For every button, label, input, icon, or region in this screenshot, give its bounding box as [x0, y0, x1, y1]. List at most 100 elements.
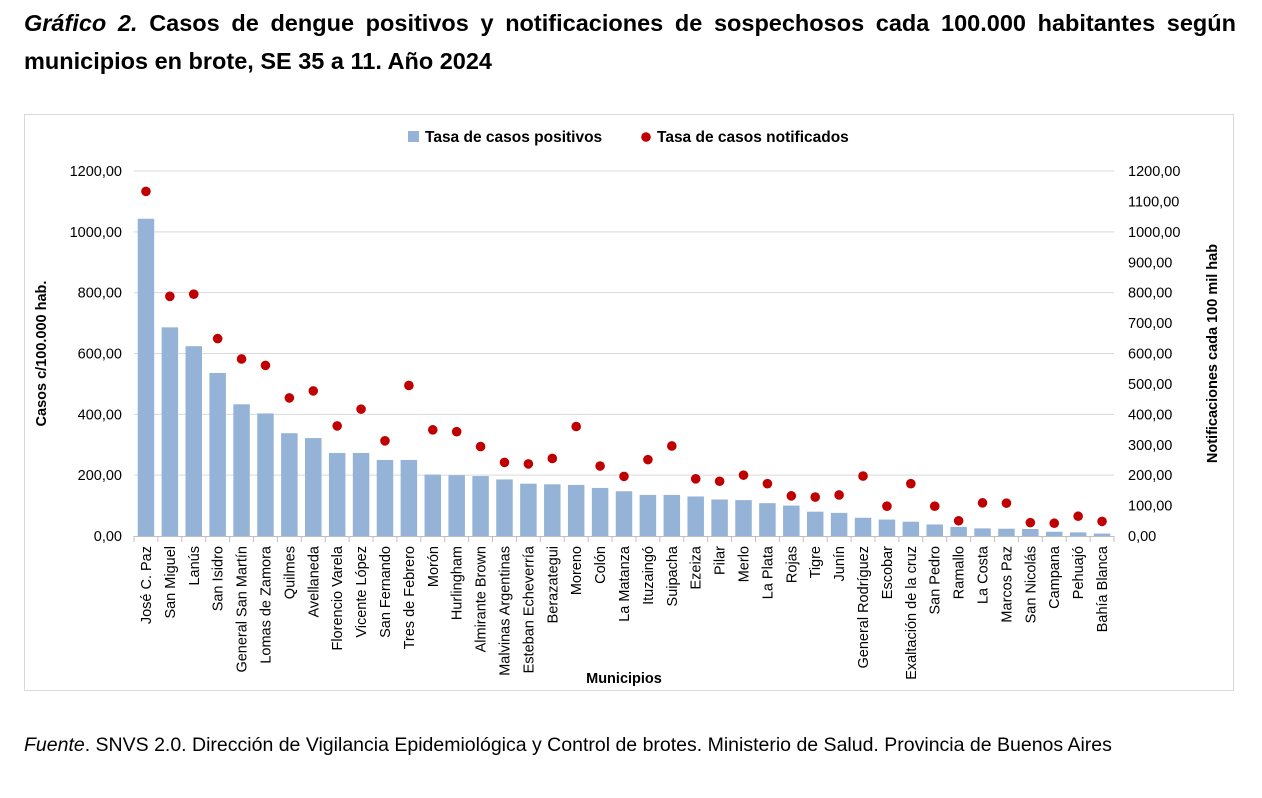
bar: [687, 496, 704, 536]
y-axis-title-right: Notificaciones cada 100 mil hab: [1205, 244, 1221, 463]
x-tick-label: Avellaneda: [306, 545, 322, 617]
y-tick-label-right: 400,00: [1128, 407, 1172, 423]
x-tick-label: Ramallo: [952, 546, 968, 599]
source-note: Fuente. SNVS 2.0. Dirección de Vigilanci…: [24, 734, 1112, 757]
x-tick-label: Exaltación de la cruz: [904, 546, 920, 680]
chart-title-lead: Gráfico 2.: [24, 10, 138, 36]
bar: [209, 372, 226, 536]
bar: [806, 511, 824, 536]
data-point: [260, 360, 271, 371]
y-tick-label-right: 0,00: [1128, 529, 1156, 545]
data-point: [523, 459, 534, 469]
x-tick-label: San Nicolás: [1023, 546, 1039, 623]
bar: [185, 346, 203, 536]
data-point: [499, 457, 510, 468]
data-point: [595, 461, 605, 471]
x-tick-label: Berazategui: [545, 546, 561, 623]
x-tick-label: Esteban Echeverría: [521, 545, 537, 673]
x-tick-label: Ituzaingó: [641, 546, 657, 605]
bar: [998, 528, 1015, 536]
data-point: [1001, 498, 1012, 508]
bar: [830, 512, 848, 536]
bar: [759, 503, 776, 536]
bar: [544, 484, 561, 536]
y-tick-label-right: 700,00: [1128, 316, 1172, 332]
bar: [472, 476, 489, 536]
x-tick-label: General Rodríguez: [856, 546, 872, 669]
bar: [878, 519, 896, 536]
bar: [400, 459, 418, 536]
bar: [137, 218, 155, 537]
x-tick-label: Bahía Blanca: [1095, 545, 1111, 632]
bar: [1045, 531, 1063, 536]
data-point: [427, 425, 438, 435]
y-tick-label-left: 400,00: [78, 407, 122, 423]
grid-lines: [134, 170, 1114, 476]
axes: 0,00 200,00 400,00 600,00 800,00 1000,00 1200,…: [34, 164, 1221, 687]
x-tick-label: Rojas: [784, 546, 800, 583]
chart: 0,00 200,00 400,00 600,00 800,00 1000,00 1200,…: [34, 129, 1221, 687]
y-tick-label-right: 900,00: [1128, 255, 1172, 271]
x-tick-label: Merlo: [737, 546, 753, 582]
data-point: [141, 186, 151, 197]
legend-label-point: Tasa de casos notificados: [657, 129, 849, 146]
data-point: [188, 289, 199, 299]
data-point: [953, 515, 964, 526]
data-point: [929, 501, 940, 511]
data-point: [165, 291, 175, 302]
bar: [448, 475, 465, 536]
bar: [1022, 529, 1039, 536]
x-tick-label: Quilmes: [282, 546, 298, 599]
y-tick-label-right: 800,00: [1128, 286, 1172, 302]
x-tick-label: La Plata: [760, 545, 776, 599]
data-point: [1025, 517, 1036, 528]
data-point: [380, 435, 390, 446]
y-axis-title-left: Casos c/100.000 hab.: [34, 281, 50, 427]
x-tick-label: Hurlingham: [450, 546, 466, 620]
data-point: [667, 441, 677, 451]
chart-title-text: Casos de dengue positivos y notificacion…: [24, 10, 1236, 74]
x-tick-label: General San Martín: [235, 546, 251, 673]
data-point: [690, 474, 701, 484]
y-tick-label-right: 200,00: [1128, 468, 1172, 484]
data-point: [475, 441, 486, 452]
x-tick-label: Escobar: [880, 546, 896, 599]
y-tick-label-left: 0,00: [94, 529, 122, 545]
bar: [352, 452, 370, 536]
bar: [496, 479, 513, 536]
bar: [735, 500, 752, 536]
data-point: [786, 491, 797, 501]
x-tick-label: Tigre: [808, 546, 824, 579]
point-series: [141, 186, 1107, 529]
data-point: [451, 426, 462, 437]
legend-swatch-bar: [408, 131, 419, 142]
bar: [950, 526, 967, 536]
bar: [591, 487, 609, 536]
bar: [711, 499, 728, 536]
data-point: [834, 490, 844, 500]
legend-swatch-point: [641, 132, 651, 142]
bar: [902, 521, 920, 536]
bar: [520, 483, 537, 536]
bar: [281, 433, 298, 536]
data-point: [858, 471, 868, 481]
bar: [424, 474, 442, 536]
data-point: [810, 492, 821, 502]
x-tick-label: La Costa: [976, 545, 992, 604]
x-tick-label: Almirante Brown: [474, 546, 490, 652]
data-point: [236, 354, 247, 364]
data-point: [738, 470, 749, 480]
x-tick-label: San Isidro: [211, 546, 227, 611]
y-tick-label-right: 1200,00: [1128, 164, 1180, 180]
data-point: [906, 478, 916, 489]
bar: [1069, 532, 1087, 536]
y-tick-label-right: 100,00: [1128, 499, 1172, 515]
data-point: [284, 393, 295, 403]
y-tick-label-left: 200,00: [78, 468, 122, 484]
bar: [854, 517, 872, 536]
legend-label-bar: Tasa de casos positivos: [425, 129, 602, 146]
x-tick-label: San Miguel: [163, 546, 179, 619]
bar: [783, 505, 800, 536]
data-point: [1097, 516, 1107, 527]
x-tick-label: Pilar: [713, 546, 729, 575]
